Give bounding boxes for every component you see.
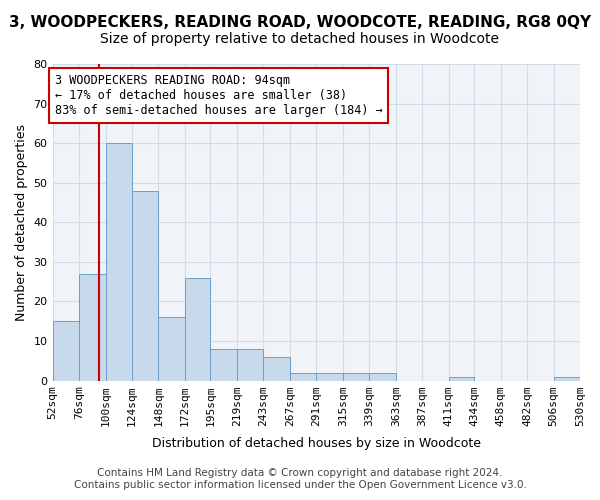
Bar (316, 372, 343, 380)
Text: 3, WOODPECKERS, READING ROAD, WOODCOTE, READING, RG8 0QY: 3, WOODPECKERS, READING ROAD, WOODCOTE, … (9, 15, 591, 30)
Text: 3 WOODPECKERS READING ROAD: 94sqm
← 17% of detached houses are smaller (38)
83% : 3 WOODPECKERS READING ROAD: 94sqm ← 17% … (55, 74, 382, 117)
Bar (343, 372, 369, 380)
Bar (79, 274, 106, 380)
Y-axis label: Number of detached properties: Number of detached properties (15, 124, 28, 321)
Bar (369, 372, 396, 380)
Bar (53, 321, 79, 380)
Bar (263, 357, 290, 380)
Text: Size of property relative to detached houses in Woodcote: Size of property relative to detached ho… (101, 32, 499, 46)
Text: Contains HM Land Registry data © Crown copyright and database right 2024.
Contai: Contains HM Land Registry data © Crown c… (74, 468, 526, 490)
Bar (237, 349, 263, 380)
Bar (211, 349, 237, 380)
Bar (554, 376, 580, 380)
Bar (158, 317, 185, 380)
Bar (449, 376, 474, 380)
Bar (106, 143, 132, 380)
X-axis label: Distribution of detached houses by size in Woodcote: Distribution of detached houses by size … (152, 437, 481, 450)
Bar (132, 190, 158, 380)
Bar (185, 278, 211, 380)
Bar (290, 372, 316, 380)
